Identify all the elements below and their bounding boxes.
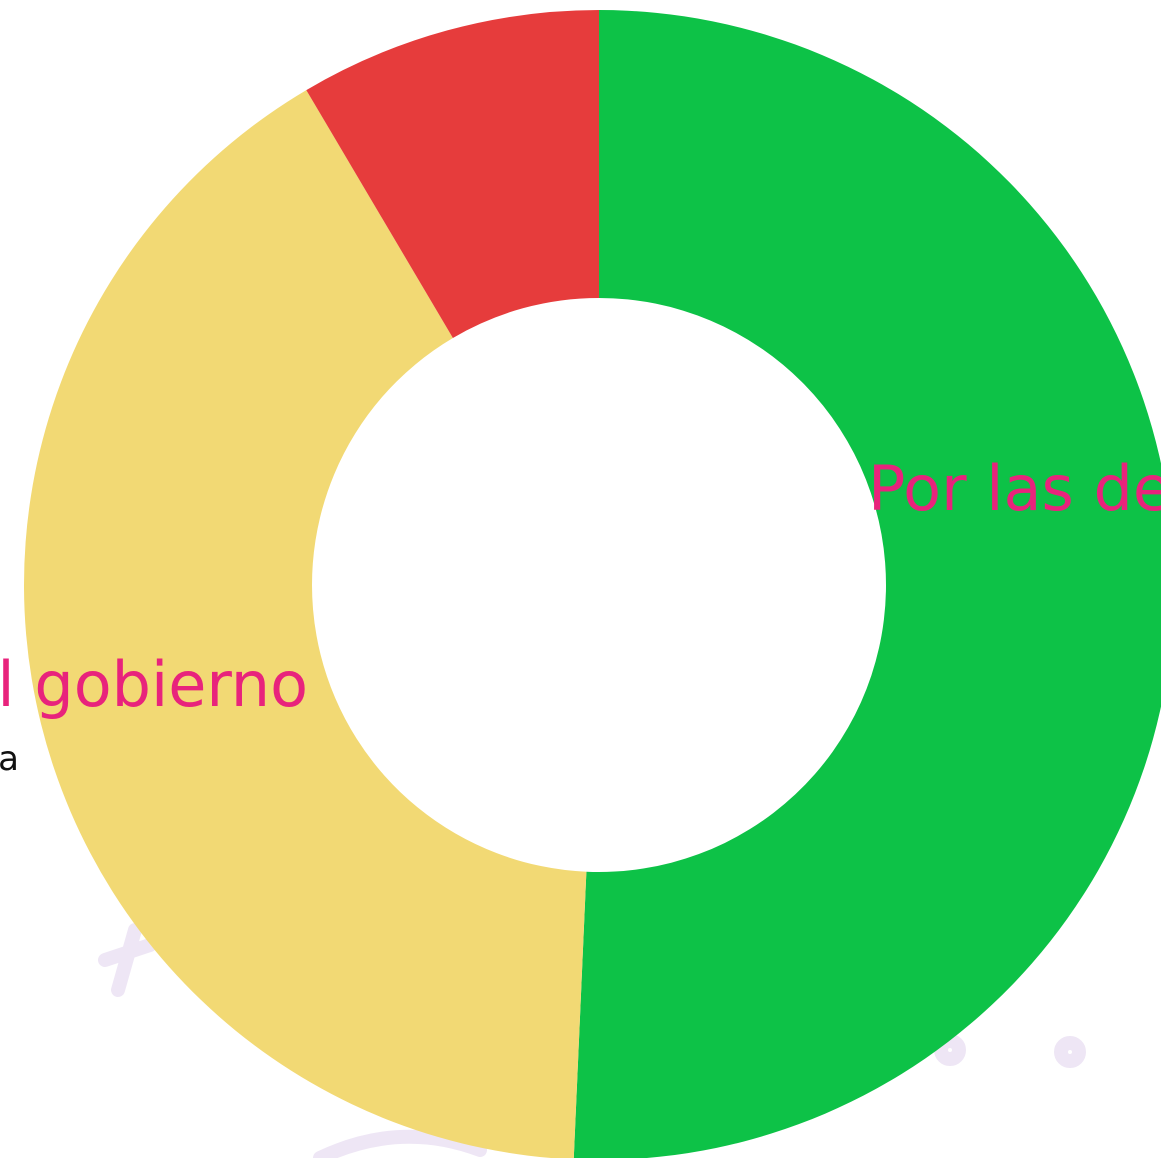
slice-label: Por las de	[868, 452, 1161, 525]
watermark-dot	[1054, 1036, 1086, 1068]
watermark-arc	[313, 1129, 487, 1158]
donut-slice	[306, 10, 599, 338]
donut-slice	[24, 90, 587, 1158]
slices	[24, 10, 1161, 1158]
watermark	[98, 923, 1086, 1158]
slice-label: l gobierno	[0, 648, 308, 721]
watermark-cross	[98, 923, 157, 997]
watermark-dot	[934, 1034, 966, 1066]
annotation: a	[0, 739, 19, 779]
donut-slice	[573, 10, 1161, 1158]
